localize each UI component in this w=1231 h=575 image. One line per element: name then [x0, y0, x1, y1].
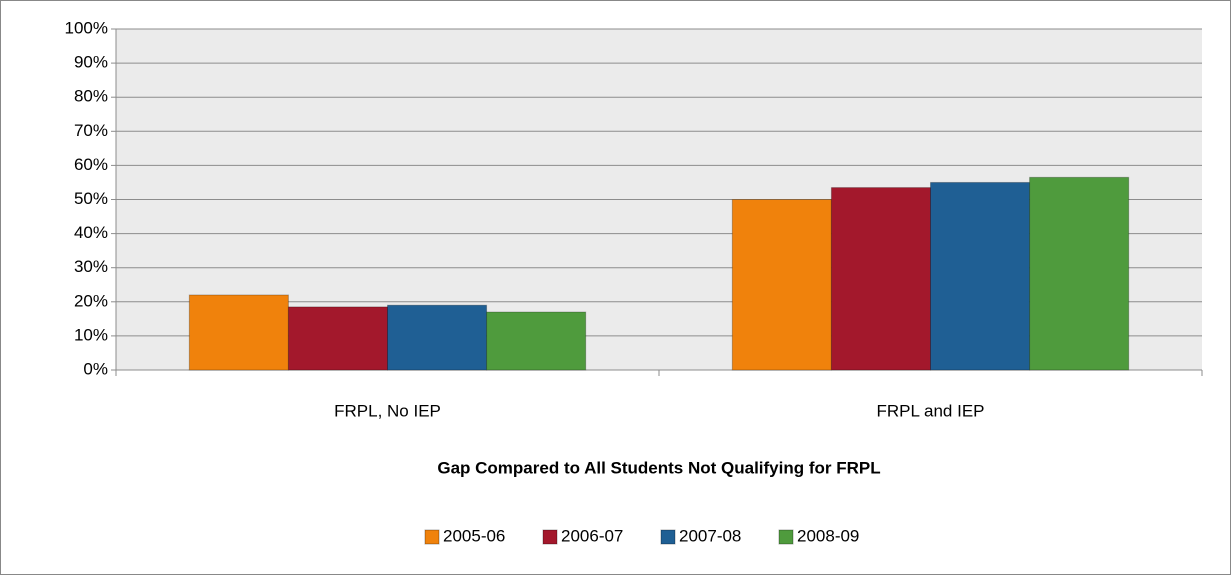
x-tick-label: FRPL and IEP — [876, 401, 984, 420]
legend-swatch — [660, 529, 676, 545]
x-tick-label: FRPL, No IEP — [334, 401, 441, 420]
bar — [1029, 176, 1130, 371]
y-tick-label: 0% — [83, 359, 108, 378]
bar — [387, 304, 488, 371]
x-axis-title: Gap Compared to All Students Not Qualify… — [437, 458, 880, 477]
legend-label: 2008-09 — [797, 526, 859, 545]
y-tick-label: 40% — [74, 223, 108, 242]
bar — [731, 199, 832, 371]
legend-label: 2006-07 — [561, 526, 623, 545]
y-tick-label: 100% — [65, 18, 108, 37]
bar — [930, 181, 1031, 371]
y-tick-label: 20% — [74, 291, 108, 310]
bar — [830, 187, 932, 371]
y-tick-label: 30% — [74, 257, 108, 276]
bar — [287, 306, 388, 371]
legend-swatch — [778, 529, 794, 545]
y-tick-label: 70% — [74, 121, 108, 140]
y-tick-label: 50% — [74, 189, 108, 208]
legend-label: 2005-06 — [443, 526, 505, 545]
y-tick-label: 10% — [74, 325, 108, 344]
legend-label: 2007-08 — [679, 526, 741, 545]
y-tick-label: 80% — [74, 87, 108, 106]
legend-swatch — [424, 529, 440, 545]
bar — [486, 311, 587, 371]
bar — [188, 294, 289, 371]
y-tick-label: 60% — [74, 155, 108, 174]
legend-swatch — [542, 529, 558, 545]
y-tick-label: 90% — [74, 53, 108, 72]
